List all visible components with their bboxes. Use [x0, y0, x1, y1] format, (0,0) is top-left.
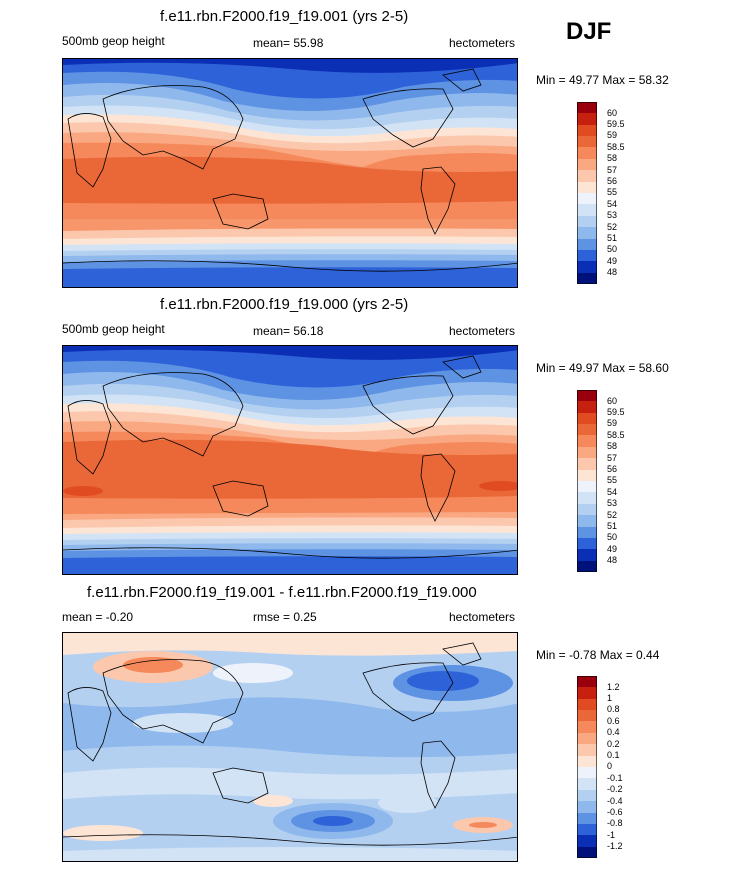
- colorbar-tick-label: 59.5: [607, 119, 625, 129]
- panel3-minmax-label: Min = -0.78 Max = 0.44: [536, 648, 660, 662]
- colorbar-tick-label: 49: [607, 256, 618, 266]
- panel1-title: f.e11.rbn.F2000.f19_f19.001 (yrs 2-5): [160, 8, 409, 25]
- colorbar-tick-label: 59.5: [607, 407, 625, 417]
- colorbar-tick-label: 1.2: [607, 682, 620, 692]
- panel2-variable-label: 500mb geop height: [62, 322, 165, 336]
- colorbar-tick-label: -0.6: [607, 807, 623, 817]
- panel2-minmax-label: Min = 49.97 Max = 58.60: [536, 361, 669, 375]
- panel1-variable-label: 500mb geop height: [62, 34, 165, 48]
- colorbar-tick-label: 53: [607, 210, 618, 220]
- colorbar-tick-label: 0.2: [607, 739, 620, 749]
- colorbar-tick-label: 0.1: [607, 750, 620, 760]
- colorbar-tick-label: 48: [607, 555, 618, 565]
- colorbar-tick-label: -0.1: [607, 773, 623, 783]
- panel1-units-label: hectometers: [449, 36, 516, 50]
- colorbar-tick-label: 1: [607, 693, 613, 703]
- colorbar-tick-label: 54: [607, 199, 618, 209]
- season-label: DJF: [566, 18, 612, 45]
- panel2-units-label: hectometers: [449, 324, 516, 338]
- panel1-mean-label: mean= 55.98: [253, 36, 324, 50]
- colorbar-tick-label: 50: [607, 244, 618, 254]
- colorbar-tick-label: 58.5: [607, 142, 625, 152]
- colorbar-tick-label: 58: [607, 153, 618, 163]
- panel1-minmax-label: Min = 49.77 Max = 58.32: [536, 73, 669, 87]
- colorbar-tick-label: 60: [607, 396, 618, 406]
- panel3-title: f.e11.rbn.F2000.f19_f19.001 - f.e11.rbn.…: [87, 584, 477, 601]
- panel1-map: [62, 58, 518, 288]
- colorbar-tick-label: 53: [607, 498, 618, 508]
- colorbar-tick-label: 51: [607, 521, 618, 531]
- colorbar-tick-label: 0.6: [607, 716, 620, 726]
- colorbar-tick-label: 60: [607, 108, 618, 118]
- colorbar-tick-label: 48: [607, 267, 618, 277]
- colorbar-tick-label: 58: [607, 441, 618, 451]
- panel3-colorbar: [577, 676, 597, 858]
- colorbar-tick-label: 55: [607, 475, 618, 485]
- colorbar-tick-label: 56: [607, 176, 618, 186]
- colorbar-tick-label: 52: [607, 510, 618, 520]
- colorbar-tick-label: 52: [607, 222, 618, 232]
- colorbar-tick-label: 59: [607, 418, 618, 428]
- panel3-rmse-label: rmse = 0.25: [253, 610, 317, 624]
- panel2-mean-label: mean= 56.18: [253, 324, 324, 338]
- colorbar-tick-label: 54: [607, 487, 618, 497]
- panel2-map: [62, 345, 518, 575]
- colorbar-tick-label: -0.2: [607, 784, 623, 794]
- colorbar-tick-label: -0.4: [607, 796, 623, 806]
- colorbar-tick-label: 57: [607, 165, 618, 175]
- colorbar-tick-label: 58.5: [607, 430, 625, 440]
- colorbar-tick-label: 0.4: [607, 727, 620, 737]
- colorbar-tick-label: 55: [607, 187, 618, 197]
- colorbar-tick-label: -1: [607, 830, 616, 840]
- colorbar-tick-label: -1.2: [607, 841, 623, 851]
- colorbar-tick-label: 0.8: [607, 704, 620, 714]
- panel3-units-label: hectometers: [449, 610, 516, 624]
- colorbar-tick-label: 0: [607, 761, 613, 771]
- colorbar-tick-label: 56: [607, 464, 618, 474]
- panel2-colorbar: [577, 390, 597, 572]
- colorbar-tick-label: 51: [607, 233, 618, 243]
- panel1-colorbar: [577, 102, 597, 284]
- colorbar-tick-label: 57: [607, 453, 618, 463]
- colorbar-tick-label: 59: [607, 130, 618, 140]
- panel3-mean-label: mean = -0.20: [62, 610, 134, 624]
- panel2-title: f.e11.rbn.F2000.f19_f19.000 (yrs 2-5): [160, 296, 409, 313]
- colorbar-tick-label: 50: [607, 532, 618, 542]
- colorbar-tick-label: -0.8: [607, 818, 623, 828]
- colorbar-tick-label: 49: [607, 544, 618, 554]
- panel3-map: [62, 632, 518, 862]
